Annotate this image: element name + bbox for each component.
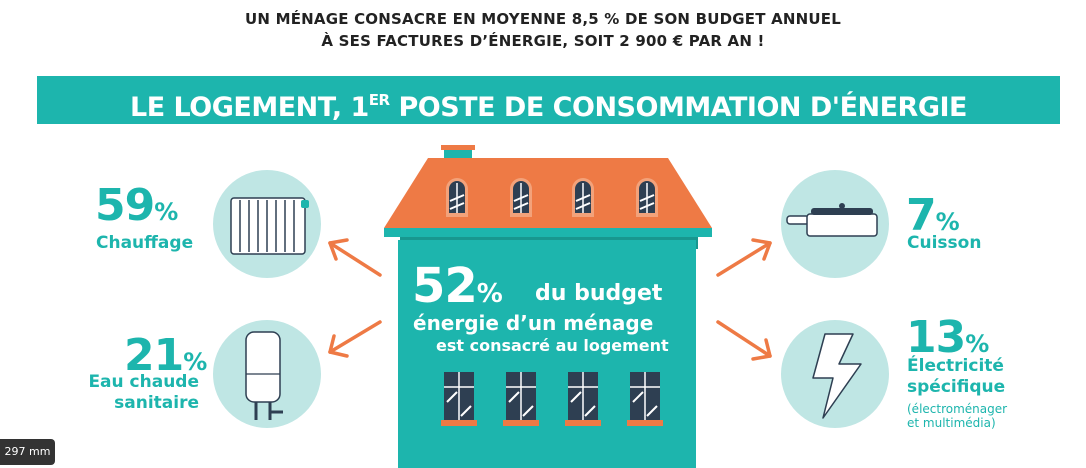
headline: UN MÉNAGE CONSACRE EN MOYENNE 8,5 % DE S… [0, 8, 1086, 52]
arrow-to-cooking [716, 238, 772, 277]
center-line-3: est consacré au logement [436, 336, 669, 355]
electricity-note: (électroménager et multimédia) [907, 402, 1007, 430]
center-line-2: énergie d’un ménage [413, 311, 654, 335]
center-percent: 52% [412, 258, 503, 314]
heating-percent-value: 59 [95, 180, 155, 231]
hot-water-percent: 21% [124, 330, 207, 381]
headline-line-2: À SES FACTURES D’ÉNERGIE, SOIT 2 900 € P… [321, 32, 765, 50]
lower-windows [441, 372, 663, 426]
water-heater-icon [245, 331, 283, 420]
pan-icon [786, 203, 878, 237]
headline-line-1: UN MÉNAGE CONSACRE EN MOYENNE 8,5 % DE S… [245, 10, 841, 28]
electricity-label-line-2: spécifique [907, 377, 1006, 397]
arrow-to-heating [328, 238, 382, 277]
cooking-percent: 7% [906, 190, 960, 241]
radiator-icon [230, 197, 309, 255]
banner-title: LE LOGEMENT, 1ER POSTE DE CONSOMMATION D… [37, 76, 1060, 124]
hot-water-label: Eau chaude sanitaire [64, 372, 199, 414]
cooking-percent-value: 7 [906, 190, 937, 241]
hot-water-label-line-1: Eau chaude [88, 372, 199, 392]
center-percent-sign: % [476, 279, 503, 309]
arrow-to-electricity [716, 320, 772, 361]
heating-percent: 59% [95, 180, 178, 231]
electricity-percent-sign: % [965, 330, 990, 358]
banner-title-part-1: LE LOGEMENT, 1 [130, 92, 369, 123]
heating-percent-sign: % [154, 198, 179, 226]
electricity-label: Électricité spécifique [907, 356, 1005, 398]
roof [384, 158, 712, 228]
hot-water-label-line-2: sanitaire [114, 393, 199, 413]
cooking-percent-sign: % [935, 208, 960, 236]
arrows [328, 238, 772, 361]
arrow-to-hot-water [328, 320, 382, 358]
chimney [444, 147, 472, 160]
chimney-cap [441, 145, 475, 150]
banner-title-part-2: POSTE DE CONSOMMATION D'ÉNERGIE [389, 92, 967, 123]
electricity-percent-value: 13 [906, 312, 966, 363]
hot-water-percent-sign: % [183, 348, 208, 376]
title-banner: LE LOGEMENT, 1ER POSTE DE CONSOMMATION D… [37, 76, 1060, 124]
center-percent-value: 52 [412, 258, 478, 314]
banner-title-superscript: ER [368, 91, 390, 109]
electricity-percent: 13% [906, 312, 989, 363]
cooking-label: Cuisson [907, 233, 982, 253]
dormer-windows [446, 178, 658, 217]
electricity-note-line-2: et multimédia) [907, 416, 996, 430]
scale-badge: 297 mm [0, 439, 55, 465]
roof-band [384, 228, 712, 237]
hot-water-percent-value: 21 [124, 330, 184, 381]
lightning-icon [812, 333, 862, 419]
house-body [398, 240, 696, 468]
electricity-label-line-1: Électricité [907, 356, 1004, 376]
center-line-1: du budget [535, 281, 663, 306]
heating-label: Chauffage [96, 233, 194, 253]
electricity-note-line-1: (électroménager [907, 402, 1008, 416]
